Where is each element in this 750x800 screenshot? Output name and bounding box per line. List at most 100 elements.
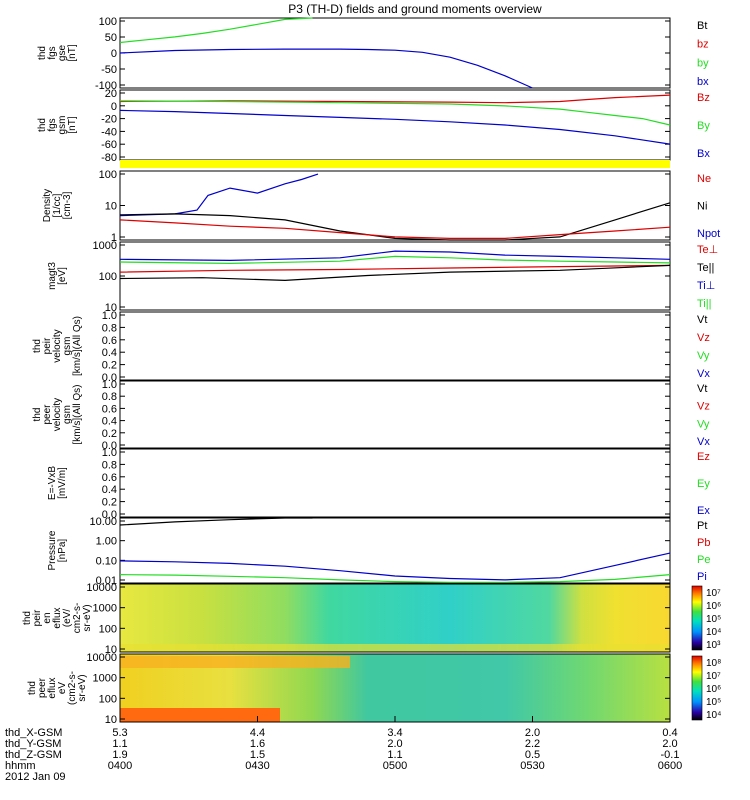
- x-axis-row-label: thd_Y-GSM: [5, 738, 61, 750]
- figure-title: P3 (TH-D) fields and ground moments over…: [288, 2, 542, 16]
- series-line-green: [119, 255, 671, 265]
- legend-entry: Vz: [697, 401, 710, 413]
- panel-peer-spec: 10⁸ 10⁷ 10⁶ 10⁵ 10⁴ 10000 1000 100 10 thd peer eflu…: [27, 652, 721, 726]
- series-line-red: [119, 264, 671, 273]
- panel-efield: 1.00.80.60.40.20.0 E=-VxB [mV/m] Ez Ey Ex: [47, 447, 710, 521]
- y-tick-label: 100: [99, 169, 117, 181]
- legend-entry: Bz: [697, 92, 710, 104]
- panel-density: 100 10 1 Density [1/cc] [cm-3] Ne Ni Npot: [42, 169, 720, 244]
- legend-entry: Ez: [697, 451, 710, 463]
- legend-entry: Vy: [697, 350, 710, 362]
- legend-entry: Vy: [697, 418, 710, 430]
- panel-temperature: 1000 100 10 magt3 [eV] Te⊥ Te|| Ti⊥ Ti||: [47, 240, 718, 314]
- legend-entry: Vt: [697, 314, 707, 326]
- series-line-black: [119, 517, 313, 526]
- legend-entry: Pt: [697, 520, 707, 532]
- y-tick-label: 10000: [86, 652, 117, 664]
- series-line-blue: [119, 250, 671, 262]
- y-tick-label: 1000: [93, 240, 117, 252]
- legend-entry: bx: [697, 76, 709, 88]
- y-axis-label: [cm-3]: [62, 191, 73, 219]
- x-tick-label: 2.0: [387, 738, 402, 750]
- y-axis-label: thd: [22, 611, 33, 625]
- y-tick-label: 0.2: [102, 428, 117, 440]
- y-axis-label: velocity: [52, 398, 63, 431]
- panel-fgs-gsm: 200-20-40-60-80 thd fgs gsm [nT] Bz By Bx: [37, 88, 710, 164]
- y-tick-label: 1.0: [102, 447, 117, 459]
- y-axis-label: (cm2-s-: [67, 671, 78, 705]
- x-axis-row-label: hhmm: [5, 760, 36, 772]
- y-axis-label: peir: [42, 337, 53, 354]
- y-tick-label: 1.0: [102, 310, 117, 322]
- y-tick-label: -60: [101, 139, 117, 151]
- y-axis-label: Density: [42, 189, 53, 222]
- legend-entry: Ti||: [697, 298, 711, 310]
- series-line-green: [119, 574, 671, 583]
- x-tick-label: 4.4: [250, 727, 265, 739]
- y-axis-label: [km/s](All Qs): [72, 385, 83, 445]
- y-tick-label: 100: [99, 16, 117, 28]
- colorbar-tick-label: 10⁵: [706, 614, 721, 625]
- x-tick-label: 1.5: [250, 749, 265, 761]
- y-axis-label: gsm: [62, 337, 73, 356]
- panel-peir-velocity: 1.00.80.60.40.20.0 thd peir velocity gsm [km/…: [32, 310, 710, 384]
- y-tick-label: 0.6: [102, 472, 117, 484]
- x-tick-label: 5.3: [112, 727, 127, 739]
- legend-entry: Vz: [697, 332, 710, 344]
- y-tick-label: 10: [105, 201, 117, 213]
- series-line-blue: [119, 173, 319, 217]
- y-tick-label: 0.6: [102, 403, 117, 415]
- x-tick-label: 1.1: [112, 738, 127, 750]
- y-tick-label: -80: [101, 152, 117, 164]
- y-tick-label: -20: [101, 114, 117, 126]
- y-axis-label: eflux: [47, 677, 58, 698]
- y-tick-label: 0.0: [102, 372, 117, 384]
- series-line-blue: [119, 109, 671, 145]
- legend-entry: Ni: [697, 201, 707, 213]
- y-tick-label: 1.00: [96, 536, 117, 548]
- y-axis-label: (eV/: [62, 609, 73, 628]
- y-axis-label: peir: [32, 609, 43, 626]
- x-tick-label: 0430: [245, 760, 269, 772]
- y-axis-label: sr-eV): [77, 674, 88, 701]
- spectrogram-low-energy-band: [120, 708, 280, 722]
- legend-entry: Npot: [697, 228, 720, 240]
- colorbar-peir-spec: [691, 585, 703, 651]
- y-tick-label: 0.01: [96, 575, 117, 587]
- y-tick-label: -100: [95, 80, 117, 92]
- spectrogram-peir-spec: [120, 584, 670, 652]
- y-axis-label: peer: [42, 404, 53, 425]
- y-tick-label: 1000: [93, 603, 117, 615]
- y-axis-label: thd: [37, 118, 48, 132]
- y-tick-label: 0.8: [102, 322, 117, 334]
- colorbar-tick-label: 10⁵: [706, 697, 721, 708]
- panel-frame: [119, 170, 671, 241]
- y-tick-label: 10: [105, 714, 117, 726]
- y-axis-label: [nT]: [67, 116, 78, 133]
- x-axis-row-label: thd_Z-GSM: [5, 749, 62, 761]
- legend-entry: Vt: [697, 383, 707, 395]
- y-axis-label: peer: [37, 677, 48, 698]
- legend-entry: Pb: [697, 537, 710, 549]
- panel-peer-velocity: 1.00.80.60.40.20.0 thd peer velocity gsm [km/…: [32, 379, 710, 452]
- y-tick-label: -40: [101, 126, 117, 138]
- panel-frame: [119, 448, 671, 518]
- y-tick-label: -50: [101, 64, 117, 76]
- y-axis-label: sr-eV): [82, 604, 93, 631]
- y-axis-label: fgs: [47, 118, 58, 131]
- panel-frame: [119, 241, 671, 311]
- x-tick-label: 0400: [108, 760, 132, 772]
- y-tick-label: 10: [105, 644, 117, 656]
- y-axis-label: [nT]: [67, 44, 78, 61]
- series-line-green: [119, 17, 313, 44]
- y-axis-label: thd: [37, 46, 48, 60]
- colorbar-tick-label: 10⁴: [706, 627, 721, 638]
- x-tick-label: 0.5: [525, 749, 540, 761]
- y-axis-label: [nPa]: [57, 539, 68, 563]
- colorbar-tick-label: 10⁷: [706, 671, 721, 682]
- x-axis-row-label: thd_X-GSM: [5, 727, 62, 739]
- x-tick-label: 3.4: [387, 727, 402, 739]
- panel-pressure: 10.00 1.00 0.10 0.01 Pressure [nPa] Pt Pb Pe Pi: [47, 516, 710, 587]
- y-tick-label: 100: [99, 271, 117, 283]
